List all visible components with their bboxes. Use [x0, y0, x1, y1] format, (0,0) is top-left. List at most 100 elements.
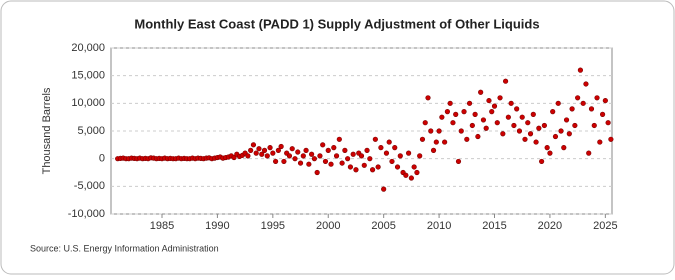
x-tick-label: 1985 — [150, 220, 174, 232]
data-point — [245, 153, 251, 159]
data-point — [475, 133, 481, 140]
data-point — [389, 158, 395, 165]
data-point — [444, 109, 451, 115]
data-point — [394, 164, 401, 170]
y-tick-label: 15,000 — [71, 70, 105, 82]
data-point — [345, 156, 351, 162]
data-point — [270, 150, 276, 156]
data-point — [478, 89, 484, 95]
data-point — [264, 153, 270, 159]
data-point — [588, 106, 595, 112]
data-point — [411, 164, 417, 170]
data-point — [325, 147, 331, 153]
data-point — [464, 136, 470, 142]
data-point — [425, 95, 431, 101]
data-point — [472, 111, 478, 117]
y-tick-label: 20,000 — [71, 42, 105, 54]
data-point — [300, 153, 306, 159]
data-point — [381, 186, 387, 192]
data-point — [580, 100, 586, 106]
data-point — [494, 120, 500, 126]
data-point — [278, 143, 284, 150]
data-point — [392, 145, 398, 151]
data-point — [231, 154, 237, 161]
data-point — [442, 139, 448, 145]
data-point — [436, 128, 442, 134]
data-point — [561, 145, 567, 151]
data-point — [569, 106, 575, 112]
data-point — [428, 128, 434, 134]
data-point — [408, 175, 414, 181]
data-point — [281, 158, 287, 165]
data-point — [311, 156, 317, 162]
data-point — [333, 153, 340, 159]
data-point — [347, 164, 354, 170]
data-point — [550, 109, 556, 115]
data-point — [552, 133, 559, 140]
data-point — [309, 151, 315, 157]
data-point — [458, 128, 464, 134]
data-point — [483, 125, 489, 131]
data-point — [525, 120, 531, 126]
data-point — [336, 136, 342, 142]
data-point — [339, 160, 345, 166]
data-point — [508, 100, 514, 106]
data-point — [286, 153, 293, 159]
x-tick-label: 2015 — [482, 220, 506, 232]
data-point — [572, 122, 578, 129]
y-tick-label: -10,000 — [68, 208, 105, 220]
data-point — [414, 169, 420, 176]
data-point — [403, 172, 409, 178]
data-point — [563, 117, 570, 123]
data-point — [500, 131, 506, 137]
data-point — [267, 145, 273, 151]
data-point — [461, 109, 467, 115]
data-point — [519, 114, 525, 120]
data-point — [417, 153, 423, 159]
data-point — [375, 164, 381, 170]
data-point — [422, 120, 428, 126]
data-point — [530, 111, 536, 117]
data-point — [577, 67, 584, 73]
y-tick-label: 5,000 — [77, 125, 105, 137]
data-point — [514, 106, 520, 112]
chart-title: Monthly East Coast (PADD 1) Supply Adjus… — [134, 16, 539, 31]
data-point — [430, 147, 437, 153]
data-point — [536, 125, 542, 131]
data-point — [397, 153, 403, 159]
data-point — [369, 167, 376, 173]
data-point — [439, 114, 445, 120]
data-point — [594, 95, 600, 101]
data-point — [261, 147, 268, 153]
data-point — [259, 151, 265, 157]
data-point — [605, 120, 611, 126]
data-point — [527, 131, 534, 137]
data-point — [358, 153, 365, 159]
data-point — [602, 97, 608, 104]
data-point — [522, 136, 528, 142]
y-tick-label: -5,000 — [74, 180, 105, 192]
data-point — [419, 136, 426, 142]
data-point — [558, 128, 564, 134]
data-point — [433, 139, 439, 145]
data-point — [314, 169, 320, 176]
x-tick-label: 2000 — [316, 220, 340, 232]
data-point — [544, 145, 550, 151]
data-point — [275, 147, 281, 153]
y-axis-label: Thousand Barrels — [41, 87, 53, 174]
data-point — [497, 95, 503, 101]
x-tick-label: 2025 — [593, 220, 617, 232]
data-point — [533, 139, 539, 145]
data-point — [295, 149, 301, 155]
data-point — [466, 100, 473, 106]
data-point — [303, 147, 309, 153]
y-tick-label: 0 — [99, 153, 105, 165]
data-point — [608, 136, 614, 142]
data-point — [599, 111, 606, 117]
data-point — [486, 97, 492, 104]
data-point — [320, 142, 326, 148]
y-tick-label: 10,000 — [71, 97, 105, 109]
data-point — [586, 150, 592, 156]
data-point — [383, 150, 390, 156]
